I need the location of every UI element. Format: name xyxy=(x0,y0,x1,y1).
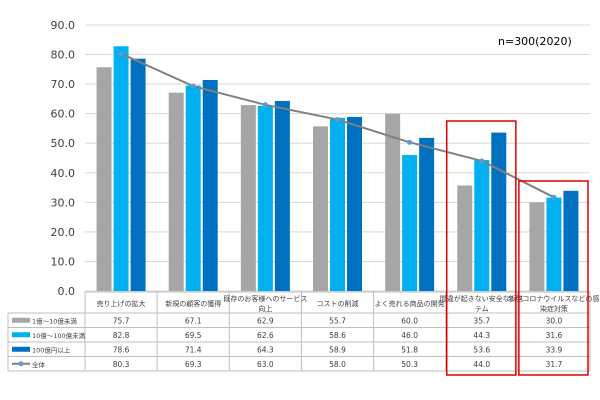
bar xyxy=(529,202,545,291)
highlight-box xyxy=(518,180,589,376)
table-cell: 50.3 xyxy=(401,360,418,369)
bar xyxy=(330,117,345,291)
line-point xyxy=(335,117,340,123)
category-label: よく売れる商品の開発 xyxy=(375,299,445,308)
legend-key xyxy=(12,346,30,352)
bar xyxy=(457,185,473,291)
highlight-box xyxy=(445,120,517,376)
y-tick-label: 40.0 xyxy=(51,167,76,180)
y-tick-label: 80.0 xyxy=(51,49,76,62)
category-label: 間違が起きない安全なシス xyxy=(440,294,524,303)
table-cell: 35.7 xyxy=(473,316,490,325)
bar xyxy=(347,116,362,291)
bars xyxy=(96,46,579,292)
table-cell: 58.9 xyxy=(329,345,346,354)
highlight-boxes xyxy=(445,120,589,376)
table-cell: 31.7 xyxy=(546,360,563,369)
y-axis-tick-labels: 0.0 10.0 20.0 30.0 40.0 50.0 60.0 70.0 80.0 90.0 xyxy=(51,19,76,298)
table-cell: 69.5 xyxy=(185,331,202,340)
line-point xyxy=(407,139,413,145)
table-cell: 78.6 xyxy=(113,345,130,354)
category-label: 新型コロナウイルスなどの感 xyxy=(508,294,599,303)
bar xyxy=(563,190,579,291)
table-cell: 60.0 xyxy=(401,316,418,325)
bar xyxy=(240,105,256,292)
table-cell: 46.0 xyxy=(401,331,418,340)
table-cell: 55.7 xyxy=(329,316,346,325)
bar xyxy=(96,67,112,292)
bar xyxy=(402,155,418,291)
category-label: 既存のお客様へのサービス xyxy=(223,294,307,303)
bar xyxy=(202,79,218,292)
table-cell: 63.0 xyxy=(257,360,274,369)
table-cell: 67.1 xyxy=(185,316,202,325)
table-cell: 62.9 xyxy=(257,316,274,325)
bar xyxy=(313,126,328,292)
bar xyxy=(274,100,290,291)
legend-key xyxy=(12,332,30,338)
y-tick-label: 30.0 xyxy=(51,196,76,209)
y-tick-label: 0.0 xyxy=(58,285,76,298)
bar xyxy=(257,105,273,291)
table-cell: 30.0 xyxy=(546,316,563,325)
category-label: 売り上げの拡大 xyxy=(97,299,146,308)
line-point xyxy=(190,83,196,89)
sample-size-note: n=300(2020) xyxy=(498,35,572,48)
legend-label: 全体 xyxy=(32,360,46,369)
table-cell: 33.9 xyxy=(546,345,563,354)
legend-key xyxy=(12,317,30,323)
table-cell: 64.3 xyxy=(257,345,274,354)
category-label: 向上 xyxy=(258,304,272,313)
y-tick-label: 60.0 xyxy=(51,108,76,121)
table-cell: 44.3 xyxy=(473,331,490,340)
table-cell: 58.0 xyxy=(329,360,346,369)
y-tick-label: 20.0 xyxy=(51,226,76,239)
legend-key-marker xyxy=(18,361,24,367)
category-label: テム xyxy=(475,305,489,313)
category-label: 染症対策 xyxy=(540,304,568,313)
line-point xyxy=(118,51,124,57)
table-cell: 69.3 xyxy=(185,360,202,369)
y-tick-label: 70.0 xyxy=(51,78,76,91)
line-point xyxy=(551,194,557,200)
table-cell: 75.7 xyxy=(113,316,130,325)
legend-label: 10億～100億未満 xyxy=(32,331,86,340)
bar xyxy=(185,85,201,291)
table-cell: 71.4 xyxy=(185,345,202,354)
line-point xyxy=(262,102,268,108)
line-point xyxy=(479,158,485,164)
bar xyxy=(474,160,490,291)
y-tick-label: 90.0 xyxy=(51,19,76,32)
overall-line xyxy=(118,51,557,200)
bar xyxy=(168,92,184,291)
category-label: 新規の顧客の獲得 xyxy=(165,299,221,308)
legend-label: 100億円以上 xyxy=(32,345,71,354)
bar xyxy=(113,46,129,291)
table-cell: 51.8 xyxy=(401,345,418,354)
y-tick-label: 10.0 xyxy=(51,255,76,268)
y-tick-label: 50.0 xyxy=(51,137,76,150)
bar xyxy=(130,58,146,292)
table-cell: 62.6 xyxy=(257,331,274,340)
bar xyxy=(419,137,435,291)
table-cell: 82.8 xyxy=(113,331,130,340)
bar xyxy=(491,132,507,291)
table-cell: 53.6 xyxy=(473,345,490,354)
legend-label: 1億～10億未満 xyxy=(32,316,77,325)
bar xyxy=(385,113,401,292)
table-cell: 31.6 xyxy=(546,331,563,340)
table-cell: 80.3 xyxy=(113,360,130,369)
table-cell: 44.0 xyxy=(473,360,490,369)
table-cell: 58.6 xyxy=(329,331,346,340)
bar xyxy=(546,197,562,291)
category-label: コストの削減 xyxy=(317,299,359,308)
